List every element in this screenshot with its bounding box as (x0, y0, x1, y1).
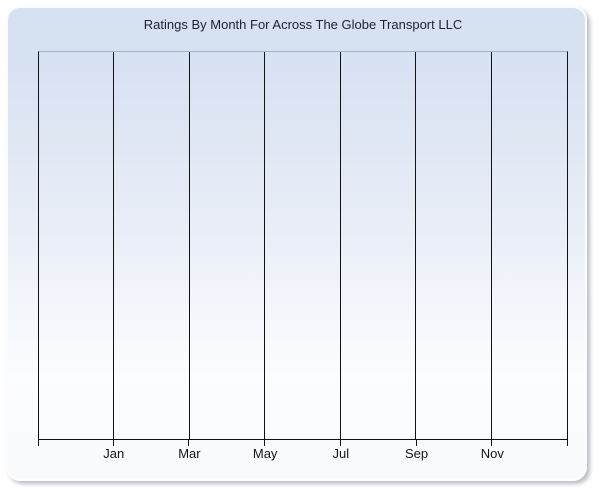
x-axis-tick (112, 440, 114, 446)
chart-panel (6, 6, 587, 481)
x-axis-label: Jul (332, 446, 350, 461)
vertical-gridline (188, 52, 190, 439)
chart-title: Ratings By Month For Across The Globe Tr… (143, 17, 463, 32)
x-axis-tick (38, 440, 39, 446)
vertical-gridline (264, 52, 266, 439)
vertical-gridline (415, 52, 417, 439)
x-axis-label: Sep (404, 446, 429, 461)
x-axis-label: Nov (480, 446, 504, 461)
vertical-gridline (339, 52, 341, 439)
x-axis-tick (188, 440, 190, 446)
x-axis-label: Mar (178, 446, 201, 461)
x-axis-ticks (38, 440, 568, 446)
x-axis-labels: Jan Mar May Jul Sep Nov (38, 446, 568, 462)
x-axis-tick (264, 440, 266, 446)
x-axis-label: May (252, 446, 278, 461)
x-axis-tick (339, 440, 341, 446)
vertical-gridline (490, 52, 492, 439)
vertical-gridline (113, 52, 115, 439)
x-axis-tick (567, 440, 568, 446)
x-axis-label: Jan (103, 446, 125, 461)
x-axis-tick (491, 440, 493, 446)
x-axis-tick (415, 440, 417, 446)
plot-area (38, 51, 568, 440)
